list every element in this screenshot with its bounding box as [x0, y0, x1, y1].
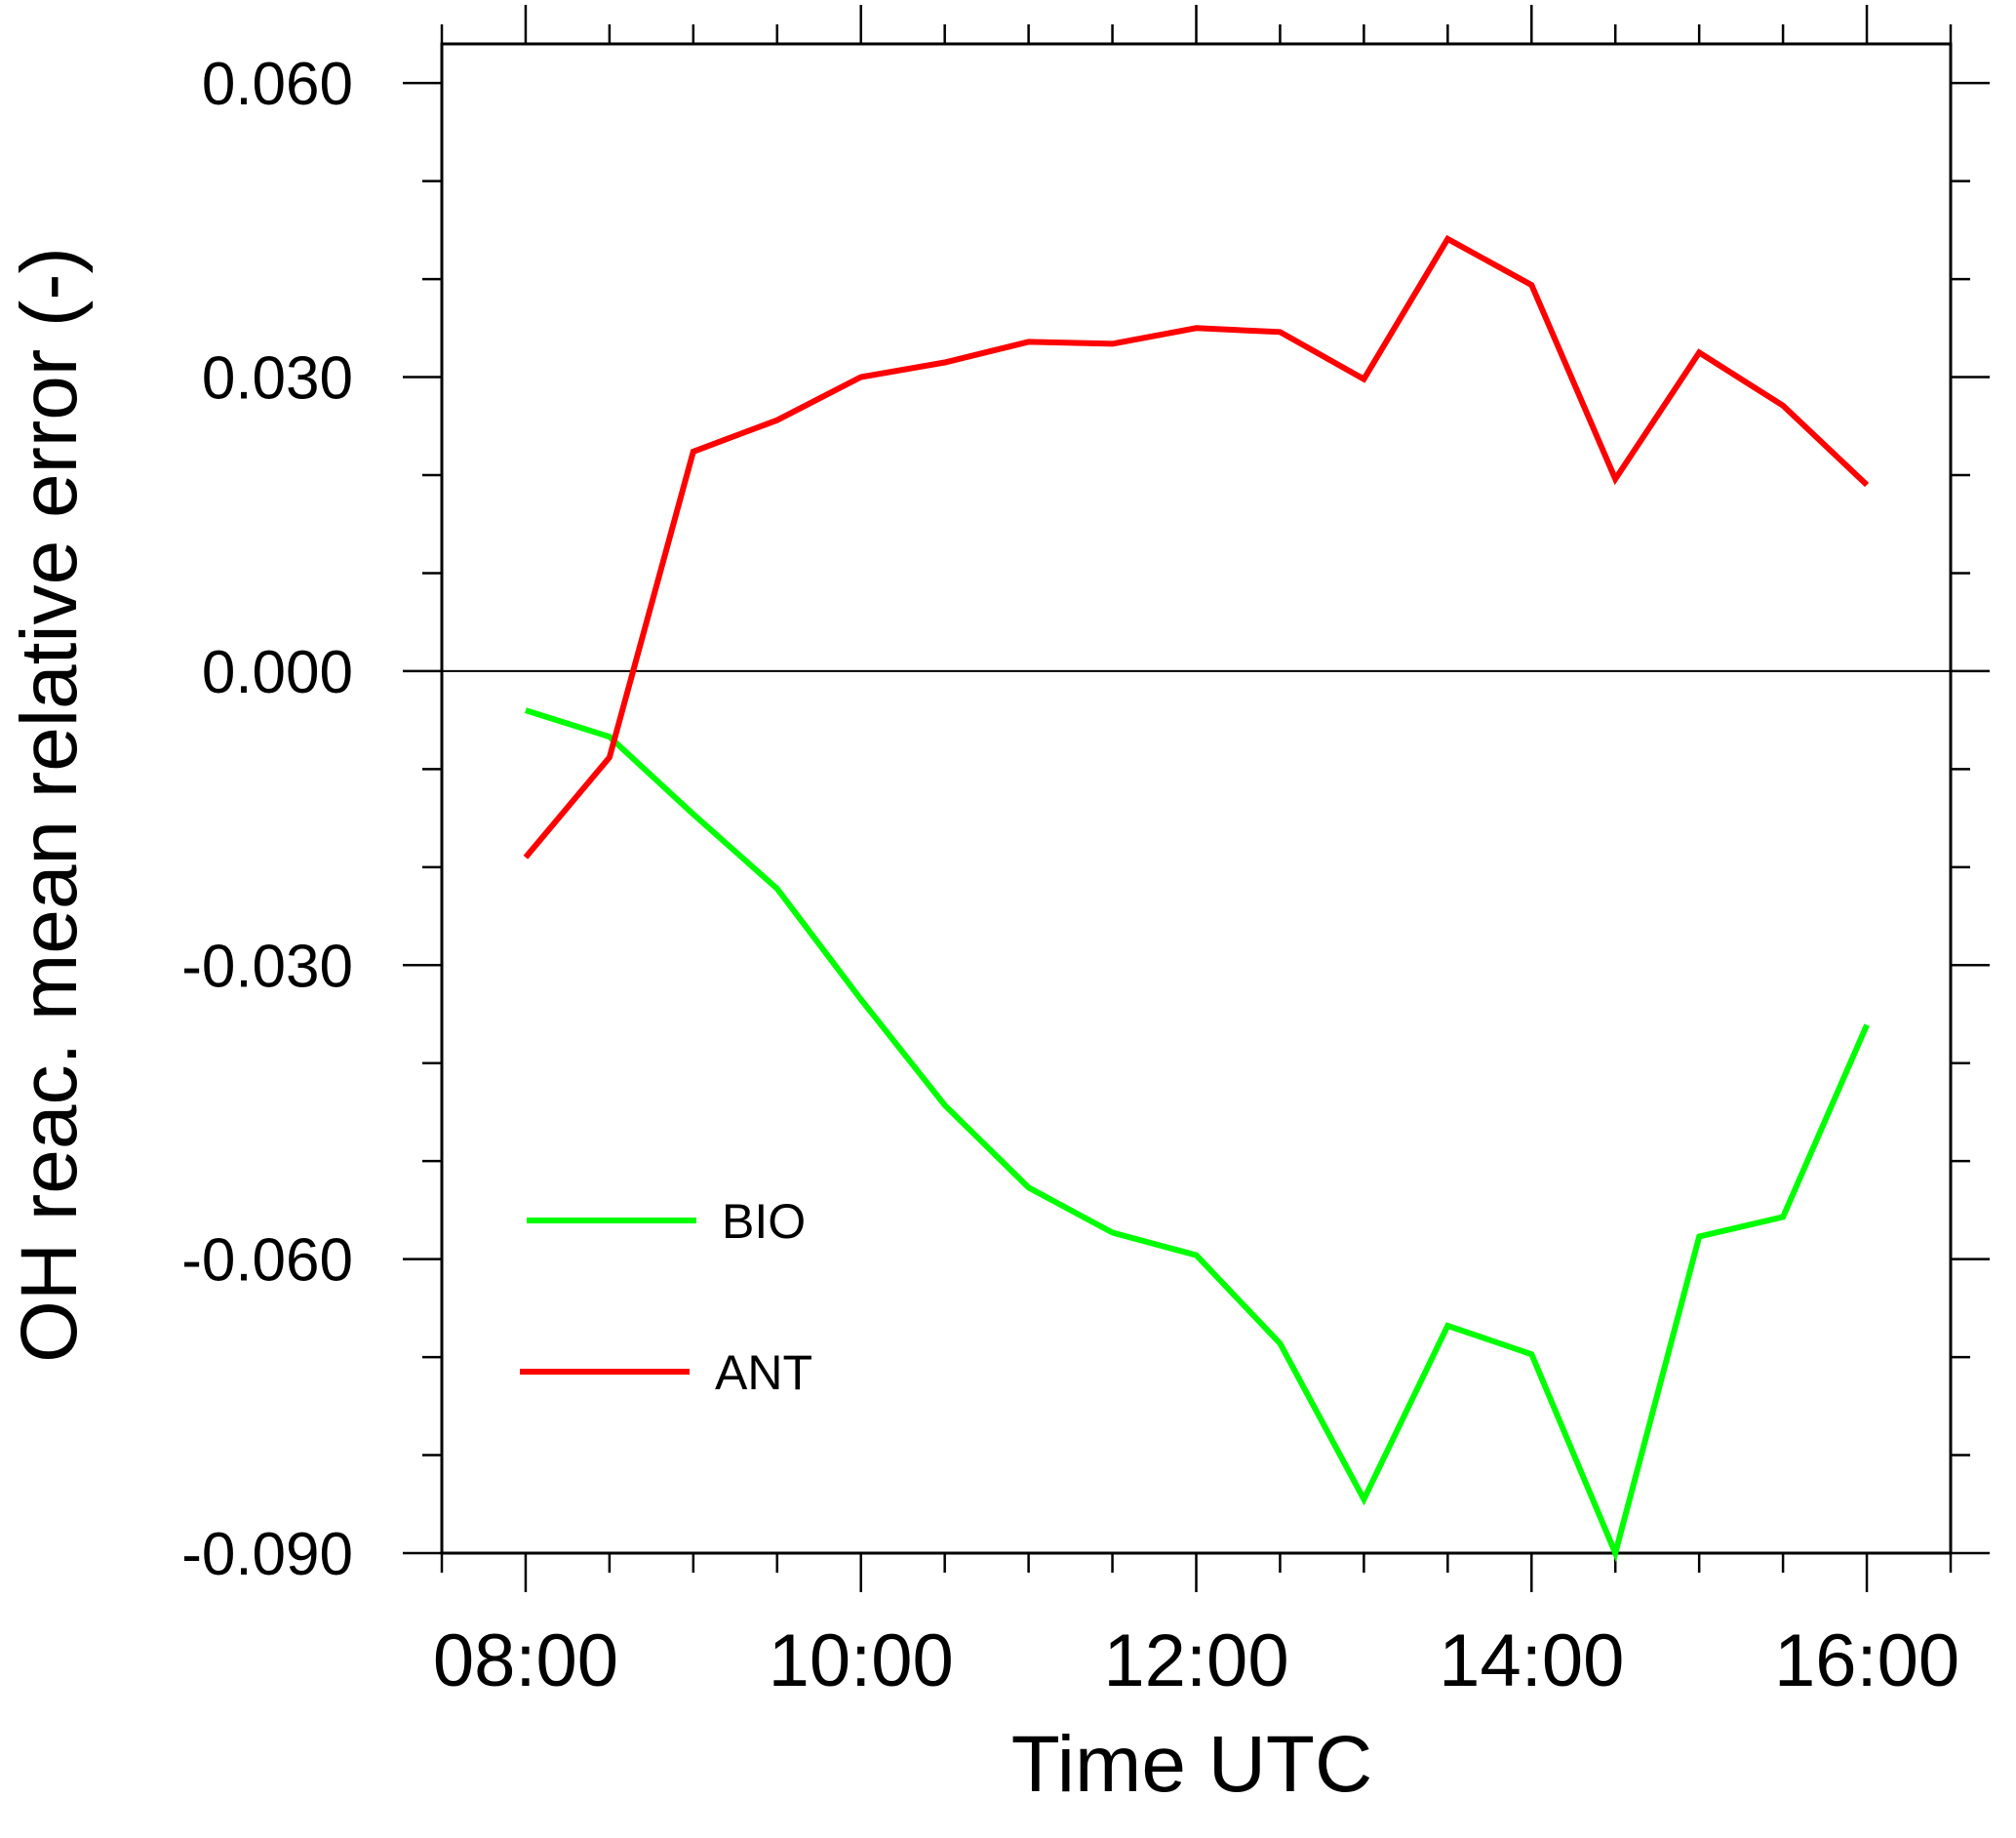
- x-axis-title: Time UTC: [1011, 1720, 1372, 1809]
- series-line-bio: [524, 707, 1870, 1563]
- series-line-ant: [523, 234, 1870, 859]
- x-tick-label: 08:00: [433, 1619, 618, 1702]
- y-tick-label: -0.060: [181, 1227, 353, 1295]
- x-tick-label: 12:00: [1103, 1619, 1288, 1702]
- y-tick-label: 0.060: [202, 51, 353, 118]
- y-tick-label: 0.000: [202, 639, 353, 706]
- legend-label-ant: ANT: [715, 1345, 812, 1400]
- y-axis-title: OH reac. mean relative error (-): [5, 247, 94, 1363]
- x-tick-label: 14:00: [1439, 1619, 1624, 1702]
- plot-frame: [440, 42, 1953, 1555]
- y-tick-label: -0.030: [181, 933, 353, 1000]
- legend: BIO ANT: [520, 1194, 812, 1400]
- y-tick-label: 0.030: [202, 345, 353, 413]
- x-tick-label: 16:00: [1774, 1619, 1959, 1702]
- series-layer: [523, 234, 1870, 1563]
- plot-area: [440, 42, 1953, 1555]
- y-axis: 0.060 0.030 0.000 -0.030 -0.060 -0.090: [181, 51, 1990, 1588]
- legend-label-bio: BIO: [722, 1194, 806, 1249]
- x-axis: 08:00 10:00 12:00 14:00 16:00: [433, 5, 1959, 1702]
- x-tick-label: 10:00: [769, 1619, 954, 1702]
- y-tick-label: -0.090: [181, 1521, 353, 1588]
